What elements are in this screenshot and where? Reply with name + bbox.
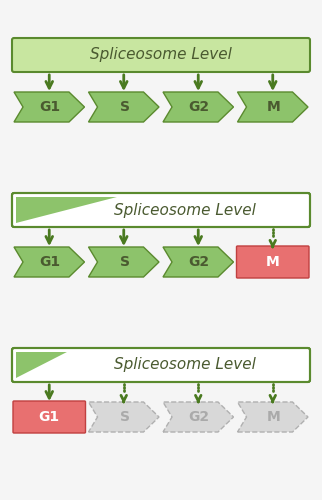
Text: Spliceosome Level: Spliceosome Level [114, 358, 255, 372]
Polygon shape [163, 247, 233, 277]
Polygon shape [14, 92, 84, 122]
Text: M: M [267, 410, 280, 424]
FancyBboxPatch shape [12, 348, 310, 382]
Polygon shape [163, 402, 233, 432]
Text: Spliceosome Level: Spliceosome Level [114, 202, 255, 218]
Text: S: S [120, 410, 130, 424]
Polygon shape [89, 247, 159, 277]
Polygon shape [89, 402, 159, 432]
FancyBboxPatch shape [12, 193, 310, 227]
FancyBboxPatch shape [12, 38, 310, 72]
Text: M: M [266, 255, 279, 269]
Polygon shape [16, 352, 67, 378]
Polygon shape [238, 402, 308, 432]
Polygon shape [16, 197, 117, 223]
Text: G1: G1 [39, 410, 60, 424]
Text: G1: G1 [40, 255, 61, 269]
Text: M: M [267, 100, 280, 114]
Polygon shape [163, 92, 233, 122]
Polygon shape [14, 247, 84, 277]
Text: S: S [120, 100, 130, 114]
Text: S: S [120, 255, 130, 269]
FancyBboxPatch shape [236, 246, 309, 278]
Polygon shape [238, 92, 308, 122]
Text: G2: G2 [189, 100, 210, 114]
Polygon shape [89, 92, 159, 122]
FancyBboxPatch shape [13, 401, 86, 433]
Text: G2: G2 [189, 410, 210, 424]
Text: G1: G1 [40, 100, 61, 114]
Text: G2: G2 [189, 255, 210, 269]
Text: Spliceosome Level: Spliceosome Level [90, 48, 232, 62]
